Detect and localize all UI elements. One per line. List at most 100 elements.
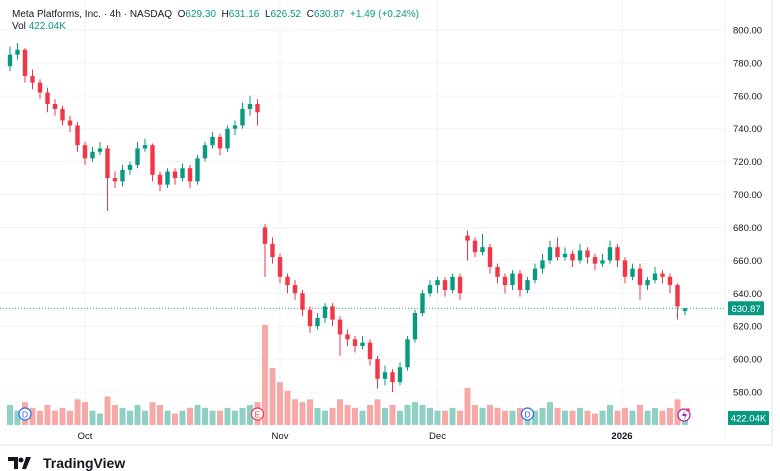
volume-bar xyxy=(457,410,463,425)
volume-bar xyxy=(472,405,478,425)
candle-body xyxy=(52,104,58,109)
candle-body xyxy=(412,313,418,340)
volume-bar xyxy=(247,405,253,425)
candle-body xyxy=(90,151,95,159)
volume-bar xyxy=(427,407,433,425)
volume-bar xyxy=(44,405,51,425)
time-tick: Nov xyxy=(272,431,289,442)
symbol-title[interactable]: Meta Platforms, Inc. · 4h · NASDAQ xyxy=(12,9,173,20)
volume-bar xyxy=(412,402,418,425)
candle-body xyxy=(495,266,500,277)
volume-bar xyxy=(239,407,246,425)
candle-body xyxy=(232,125,238,129)
last-price-label: 630.87 xyxy=(731,304,760,315)
candle-body xyxy=(67,120,73,126)
candle-body xyxy=(622,260,628,277)
dividend-event-icon[interactable] xyxy=(520,407,535,421)
volume-bar xyxy=(329,407,336,425)
candle-body xyxy=(675,285,680,307)
earnings-event-icon[interactable] xyxy=(250,407,265,421)
volume-bar xyxy=(532,410,538,425)
candle-body xyxy=(202,145,208,159)
volume-bar xyxy=(322,410,328,425)
candle-body xyxy=(270,243,275,258)
candle-body xyxy=(7,54,13,67)
volume-bar xyxy=(652,407,658,425)
candle-body xyxy=(367,342,373,360)
price-tick: 800.00 xyxy=(733,26,762,37)
volume-bar xyxy=(667,407,673,425)
volume-bar xyxy=(104,396,111,425)
volume-bar xyxy=(299,402,306,425)
volume-bar xyxy=(277,382,283,425)
volume-bar xyxy=(37,410,43,425)
candle-body xyxy=(300,293,305,310)
volume-bar xyxy=(352,407,358,425)
change-value: +1.49 (+0.24%) xyxy=(350,9,419,20)
volume-bar xyxy=(644,410,651,425)
time-tick: 2026 xyxy=(611,431,632,442)
candle-body xyxy=(502,276,508,286)
candle-body xyxy=(442,280,448,290)
volume-bar xyxy=(509,410,516,425)
candle-body xyxy=(195,158,200,182)
volume-bar xyxy=(359,410,366,425)
volume-bar xyxy=(29,407,36,425)
volume-bar xyxy=(569,410,576,425)
candle-body xyxy=(375,359,380,379)
volume-bar xyxy=(187,407,193,425)
volume-legend: Vol 422.04K xyxy=(12,21,66,32)
volume-bar xyxy=(74,399,81,425)
candle-body xyxy=(262,227,268,244)
candle-body xyxy=(592,257,598,264)
dividend-event-icon[interactable] xyxy=(18,407,32,421)
volume-bar xyxy=(382,407,388,425)
candle-body xyxy=(30,76,35,83)
price-tick: 580.00 xyxy=(733,388,762,399)
candle-body xyxy=(322,306,328,318)
candle-body xyxy=(172,171,178,179)
low-label: L xyxy=(264,9,271,20)
tradingview-logo[interactable]: TradingView xyxy=(8,455,125,471)
close-label: C xyxy=(306,9,314,20)
candle-body xyxy=(637,268,643,286)
volume-bar xyxy=(629,410,636,425)
event-label: D xyxy=(524,410,530,420)
volume-bar xyxy=(142,410,148,425)
volume-bar xyxy=(479,407,486,425)
volume-bar xyxy=(209,410,216,425)
volume-bar xyxy=(14,410,21,425)
volume-bar xyxy=(59,407,66,425)
volume-value: 422.04K xyxy=(28,21,66,32)
candle-body xyxy=(457,276,463,294)
candle-body xyxy=(37,82,43,93)
notification-dot xyxy=(686,408,690,412)
candle-body xyxy=(600,260,605,264)
price-tick: 660.00 xyxy=(733,256,762,267)
volume-bar xyxy=(97,413,103,425)
candle-body xyxy=(45,92,50,105)
candle-body xyxy=(465,235,470,241)
volume-bar xyxy=(179,410,186,425)
volume-bar xyxy=(269,367,276,425)
volume-bar xyxy=(419,405,426,425)
candle-body xyxy=(247,104,253,109)
candle-body xyxy=(615,247,620,261)
candle-body xyxy=(607,247,613,261)
volume-bar xyxy=(89,410,96,425)
volume-bar xyxy=(517,407,523,425)
volume-bar xyxy=(599,410,606,425)
candle-body xyxy=(187,168,193,182)
volume-bar xyxy=(547,402,553,425)
volume-bar xyxy=(674,399,681,425)
volume-bar xyxy=(157,405,163,425)
candle-body xyxy=(112,178,118,182)
candle-body xyxy=(60,108,65,121)
volume-bar xyxy=(172,413,178,425)
volume-bar xyxy=(82,402,88,425)
candle-body xyxy=(382,372,388,379)
volume-bar xyxy=(434,410,441,425)
candle-body xyxy=(645,280,650,286)
volume-bar xyxy=(464,387,471,425)
